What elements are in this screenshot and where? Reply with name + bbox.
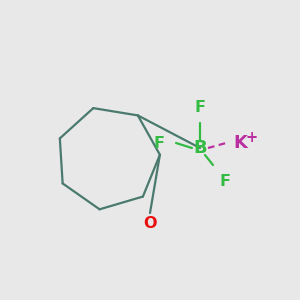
Text: F: F xyxy=(194,100,206,115)
Text: F: F xyxy=(220,173,230,188)
Text: K: K xyxy=(233,134,247,152)
Text: +: + xyxy=(246,130,258,145)
Text: O: O xyxy=(143,217,157,232)
Text: F: F xyxy=(154,136,164,151)
Text: B: B xyxy=(193,139,207,157)
